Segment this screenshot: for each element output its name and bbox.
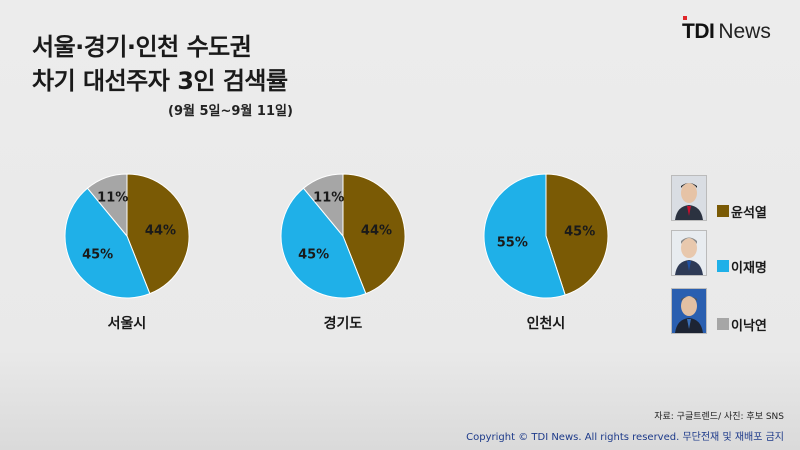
pie-value-label: 45%: [82, 247, 113, 262]
person-silhouette-icon: [672, 231, 706, 275]
legend-label: 이재명: [731, 261, 767, 276]
pie-slice-1-2: [64, 187, 151, 299]
pie-value-label: 44%: [145, 224, 176, 239]
pie-value-label: 45%: [298, 247, 329, 262]
chart-title: 서울·경기·인천 수도권 차기 대선주자 3인 검색률: [32, 30, 288, 98]
source-note: 자료: 구글트렌드/ 사진: 후보 SNS: [654, 412, 784, 422]
date-range-subtitle: (9월 5일~9월 11일): [168, 104, 293, 119]
logo-mark: TDI: [682, 16, 715, 44]
pie-value-label: 45%: [564, 225, 595, 240]
legend-label: 윤석열: [731, 206, 767, 221]
pie-value-label: 11%: [313, 190, 344, 205]
pie-region-label: 서울시: [108, 315, 147, 332]
tdi-news-logo: TDI News: [682, 15, 771, 49]
title-line-1: 서울·경기·인천 수도권: [32, 33, 252, 61]
pie-slice-1-3: [86, 173, 128, 238]
pie-region-label: 경기도: [324, 315, 363, 332]
pie-slice-1-1: [126, 173, 190, 295]
pie-value-label: 55%: [497, 235, 528, 250]
legend-item-yoon: 윤석열: [671, 175, 791, 221]
candidate-photo-icon: [671, 288, 707, 334]
logo-mark-text: TDI: [682, 20, 715, 43]
title-line-2: 차기 대선주자 3인 검색률: [32, 67, 288, 95]
person-silhouette-icon: [672, 289, 706, 333]
legend-item-nak: 이낙연: [671, 288, 791, 334]
legend-swatch: [717, 318, 729, 330]
pie-value-label: 44%: [361, 224, 392, 239]
pie-slice-2-2: [280, 187, 367, 299]
logo-red-dot: [683, 16, 687, 20]
pie-slice-3-1: [545, 173, 609, 296]
legend-item-lee: 이재명: [671, 230, 791, 276]
person-silhouette-icon: [672, 176, 706, 220]
pie-value-label: 11%: [97, 190, 128, 205]
logo-word: News: [718, 20, 771, 43]
legend-swatch: [717, 205, 729, 217]
pie-region-label: 인천시: [527, 315, 566, 332]
pie-slice-2-1: [342, 173, 406, 295]
candidate-photo-icon: [671, 230, 707, 276]
pie-slice-2-3: [302, 173, 344, 238]
candidate-photo-icon: [671, 175, 707, 221]
legend-label: 이낙연: [731, 319, 767, 334]
legend-swatch: [717, 260, 729, 272]
copyright-note: Copyright © TDI News. All rights reserve…: [466, 432, 784, 443]
pie-slice-3-2: [483, 173, 566, 299]
